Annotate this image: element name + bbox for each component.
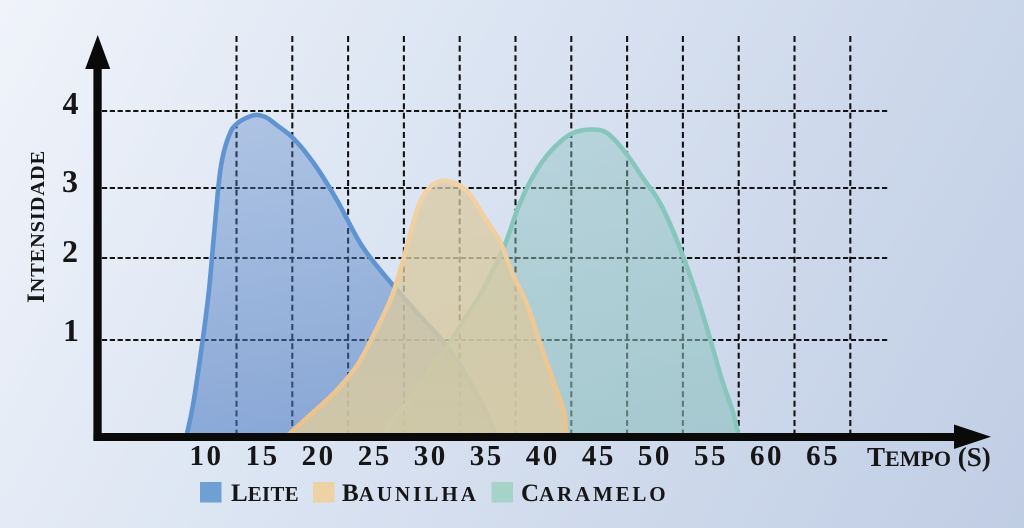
svg-text:65: 65 [806, 440, 840, 472]
svg-text:3: 3 [62, 163, 78, 199]
svg-text:25: 25 [358, 440, 392, 472]
svg-text:2: 2 [62, 233, 78, 269]
svg-text:10: 10 [190, 440, 224, 472]
svg-text:1: 1 [63, 312, 79, 348]
svg-text:15: 15 [246, 440, 280, 472]
svg-text:INTENSIDADE: INTENSIDADE [23, 150, 50, 303]
svg-text:60: 60 [750, 440, 784, 472]
svg-text:35: 35 [470, 440, 504, 472]
svg-text:LEITE: LEITE [231, 480, 299, 507]
svg-text:CARAMELO: CARAMELO [521, 480, 668, 507]
svg-text:TEMPO (S): TEMPO (S) [867, 442, 991, 472]
svg-text:40: 40 [526, 440, 560, 472]
svg-text:30: 30 [414, 440, 448, 472]
svg-text:20: 20 [302, 440, 336, 472]
svg-text:45: 45 [582, 440, 616, 472]
svg-text:4: 4 [63, 85, 79, 121]
svg-text:50: 50 [638, 440, 672, 472]
svg-text:BAUNILHA: BAUNILHA [342, 480, 479, 507]
svg-text:55: 55 [694, 440, 728, 472]
